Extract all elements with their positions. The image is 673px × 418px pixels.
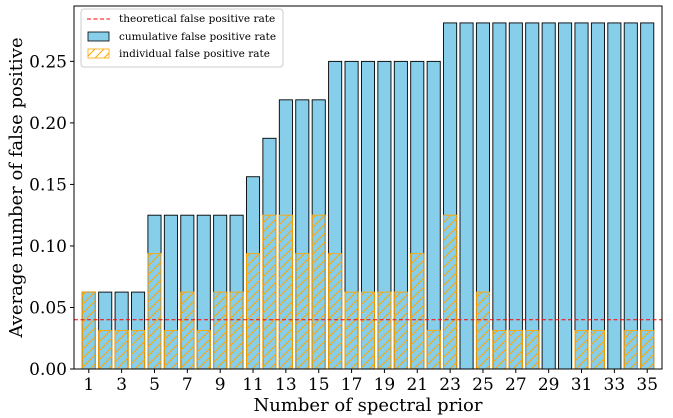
x-tick-label-23: 23 xyxy=(439,375,461,395)
individual-bar-35 xyxy=(640,330,655,370)
y-tick-label-1: 0.05 xyxy=(29,298,67,318)
y-tick-label-4: 0.20 xyxy=(29,114,67,134)
y-tick-label-5: 0.25 xyxy=(29,52,67,72)
y-tick-label-0: 0.00 xyxy=(29,360,67,380)
legend-swatch-individual xyxy=(87,48,110,59)
legend-label-individual: individual false positive rate xyxy=(119,48,270,60)
x-tick-label-31: 31 xyxy=(571,375,593,395)
y-tick-label-2: 0.10 xyxy=(29,237,67,257)
individual-bar-23 xyxy=(443,214,458,370)
x-tick-label-9: 9 xyxy=(215,375,226,395)
individual-bar-10 xyxy=(229,291,244,370)
x-tick-label-13: 13 xyxy=(275,375,297,395)
individual-bar-21 xyxy=(410,253,425,370)
cumulative-bar-33 xyxy=(607,22,622,370)
individual-bar-7 xyxy=(180,291,195,370)
individual-bar-6 xyxy=(163,330,178,370)
x-tick-label-19: 19 xyxy=(374,375,396,395)
individual-bar-11 xyxy=(246,253,261,370)
individual-bar-14 xyxy=(295,253,310,370)
cumulative-bar-31 xyxy=(574,22,589,370)
individual-bar-22 xyxy=(426,330,441,370)
individual-bar-18 xyxy=(360,291,376,370)
individual-bar-27 xyxy=(508,330,523,370)
x-tick-label-1: 1 xyxy=(83,375,94,395)
individual-bar-17 xyxy=(344,291,359,370)
legend-label-cumulative: cumulative false positive rate xyxy=(119,31,276,43)
x-axis-label: Number of spectral prior xyxy=(254,395,483,416)
cumulative-bar-24 xyxy=(459,22,474,370)
individual-bar-9 xyxy=(213,291,228,370)
individual-bar-25 xyxy=(475,291,490,370)
x-tick-label-33: 33 xyxy=(604,375,626,395)
y-tick-label-3: 0.15 xyxy=(29,175,67,195)
cumulative-bar-27 xyxy=(508,22,523,370)
individual-bar-15 xyxy=(311,214,326,370)
legend-box xyxy=(80,8,284,68)
cumulative-bar-22 xyxy=(426,60,441,370)
cumulative-bar-32 xyxy=(590,22,605,370)
individual-bar-34 xyxy=(623,330,638,370)
x-tick-label-35: 35 xyxy=(636,375,658,395)
x-tick-label-27: 27 xyxy=(505,375,527,395)
individual-bar-3 xyxy=(114,330,129,370)
individual-bar-8 xyxy=(196,330,211,370)
individual-bar-26 xyxy=(492,330,507,370)
x-tick-label-29: 29 xyxy=(538,375,560,395)
individual-bar-32 xyxy=(590,330,605,370)
cumulative-bar-26 xyxy=(492,22,507,370)
individual-bar-20 xyxy=(393,291,408,370)
legend-swatch-cumulative xyxy=(87,31,110,42)
x-axis: 1 3 5 7 9 11 13 15 17 19 21 23 25 27 29 31 33 35 xyxy=(83,369,658,395)
y-axis-label: Average number of false positive xyxy=(6,37,27,338)
x-tick-label-25: 25 xyxy=(472,375,494,395)
individual-bar-13 xyxy=(278,214,293,370)
x-tick-label-11: 11 xyxy=(242,375,264,395)
cumulative-bar-29 xyxy=(541,22,556,370)
cumulative-bar-28 xyxy=(525,22,540,370)
plot-frame xyxy=(73,5,663,370)
individual-bar-28 xyxy=(525,330,540,370)
individual-bar-1 xyxy=(81,291,96,370)
cumulative-bar-30 xyxy=(558,22,573,370)
x-tick-label-17: 17 xyxy=(341,375,363,395)
y-axis: 0.00 0.05 0.10 0.15 0.20 0.25 xyxy=(29,52,74,380)
individual-bar-4 xyxy=(131,330,146,370)
individual-bar-19 xyxy=(377,291,392,370)
x-tick-label-7: 7 xyxy=(182,375,193,395)
x-tick-label-3: 3 xyxy=(116,375,127,395)
legend-label-theoretical: theoretical false positive rate xyxy=(119,13,275,25)
cumulative-bar-34 xyxy=(623,22,638,370)
individual-bar-2 xyxy=(98,330,113,370)
cumulative-bar-35 xyxy=(640,22,655,370)
x-tick-label-5: 5 xyxy=(149,375,160,395)
individual-bar-12 xyxy=(262,214,277,370)
x-tick-label-21: 21 xyxy=(406,375,428,395)
legend: theoretical false positive rate cumulati… xyxy=(80,8,284,68)
individual-bar-31 xyxy=(574,330,589,370)
individual-bar-5 xyxy=(147,253,162,370)
x-tick-label-15: 15 xyxy=(308,375,330,395)
individual-bar-16 xyxy=(328,253,343,370)
